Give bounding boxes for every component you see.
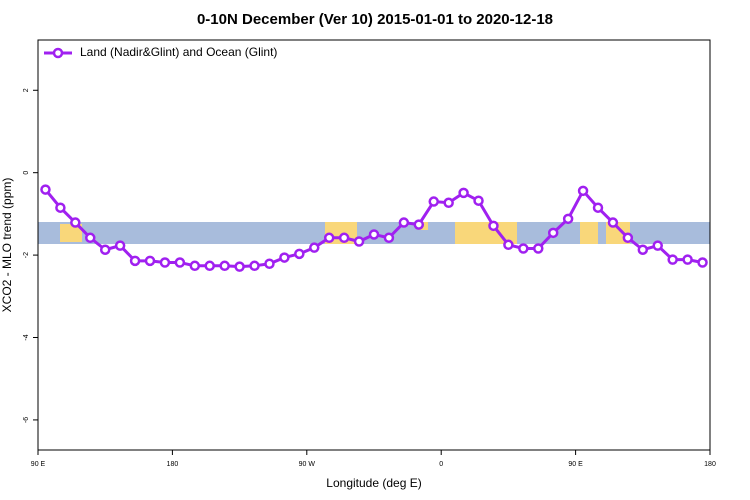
point <box>264 258 275 269</box>
y-axis-label: XCO2 - MLO trend (ppm) <box>0 178 14 313</box>
point <box>652 240 663 251</box>
y-tick-label: -4 <box>23 334 30 340</box>
point <box>607 217 619 228</box>
point <box>309 242 320 253</box>
point <box>294 248 305 260</box>
land-patch <box>455 222 517 244</box>
point <box>503 239 514 251</box>
y-tick-label: 2 <box>23 88 30 92</box>
point <box>189 260 201 272</box>
point <box>592 202 604 213</box>
legend-marker <box>52 47 64 59</box>
x-axis-label: Longitude (deg E) <box>326 476 421 490</box>
x-tick-label: 90 E <box>31 461 46 468</box>
point <box>204 260 215 272</box>
point <box>368 229 380 240</box>
point <box>174 257 186 268</box>
point <box>428 196 439 207</box>
point <box>533 243 544 254</box>
point <box>622 232 634 244</box>
point <box>577 185 589 197</box>
point <box>159 257 171 268</box>
x-tick-label: 90 E <box>568 461 583 468</box>
point <box>697 257 708 268</box>
point <box>249 260 260 272</box>
point <box>562 213 574 225</box>
land-patch <box>580 222 598 244</box>
point <box>637 244 649 255</box>
point <box>234 261 245 272</box>
point <box>682 254 693 265</box>
y-tick-label: -2 <box>23 252 30 258</box>
y-tick-label: -6 <box>23 417 30 423</box>
y-tick-label: 0 <box>23 171 30 175</box>
point <box>398 217 410 228</box>
x-tick-label: 90 W <box>299 461 316 468</box>
point <box>85 232 96 244</box>
x-tick-label: 0 <box>439 461 443 468</box>
point <box>488 220 499 232</box>
point <box>279 252 290 263</box>
point <box>144 255 156 267</box>
point <box>55 202 66 213</box>
x-tick-label: 180 <box>704 461 716 468</box>
point <box>338 232 350 244</box>
point <box>114 240 126 251</box>
point <box>99 244 111 255</box>
chart-title: 0-10N December (Ver 10) 2015-01-01 to 20… <box>197 11 553 28</box>
point <box>70 217 81 228</box>
point <box>383 232 395 244</box>
legend-label: Land (Nadir&Glint) and Ocean (Glint) <box>80 45 277 59</box>
point <box>443 197 454 209</box>
point <box>323 232 335 244</box>
point <box>40 184 51 195</box>
point <box>458 187 469 199</box>
point <box>129 255 141 267</box>
x-tick-label: 180 <box>167 461 179 468</box>
point <box>473 195 484 206</box>
land-patch <box>60 224 82 242</box>
point <box>413 219 425 230</box>
point <box>353 236 365 247</box>
plot-frame <box>37 39 711 451</box>
point <box>518 243 529 254</box>
point <box>547 227 559 239</box>
point <box>219 260 230 272</box>
point <box>667 254 678 265</box>
